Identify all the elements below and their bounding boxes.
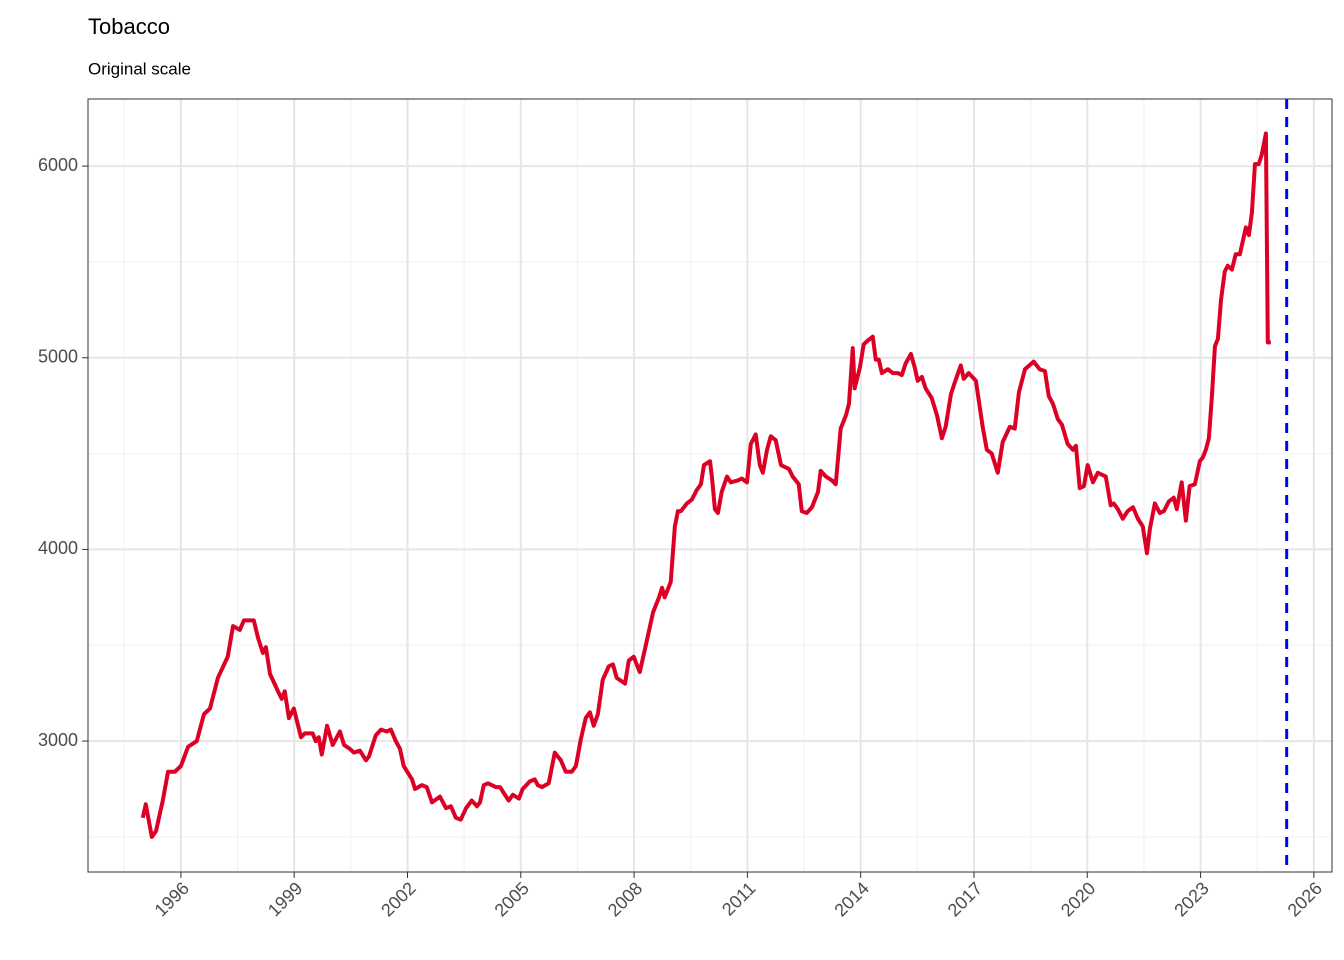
x-tick-label: 1996 [151,878,193,920]
x-tick-label: 2026 [1284,878,1326,920]
x-tick-label: 1999 [264,878,306,920]
data-line [140,131,1271,839]
x-tick-label: 2017 [944,878,986,920]
x-tick-label: 2011 [718,878,760,920]
y-tick-label: 5000 [38,347,78,367]
x-tick-label: 2008 [604,878,646,920]
chart-subtitle: Original scale [88,59,191,78]
x-tick-label: 2020 [1057,878,1099,920]
plot-frame [87,98,1333,873]
x-tick-label: 2005 [491,878,533,920]
chart-title: Tobacco [88,14,170,39]
x-tick-label: 2002 [377,878,419,920]
x-tick-label: 2014 [830,878,872,920]
y-tick-label: 4000 [38,538,78,558]
y-tick-label: 6000 [38,155,78,175]
y-tick-label: 3000 [38,730,78,750]
x-tick-label: 2023 [1170,878,1212,920]
